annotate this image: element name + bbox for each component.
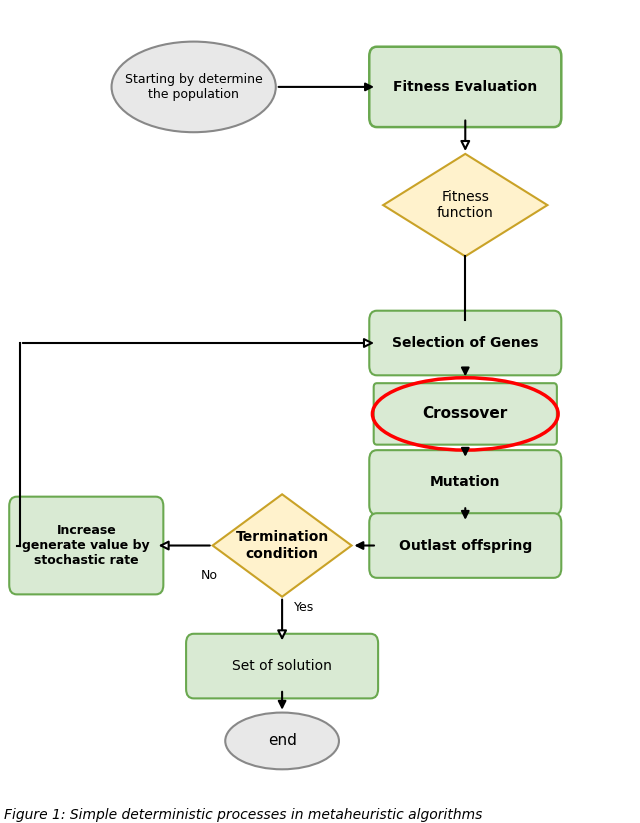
Polygon shape [383,154,547,256]
Text: Fitness
function: Fitness function [437,190,493,221]
Text: Set of solution: Set of solution [232,659,332,673]
Text: Mutation: Mutation [430,476,500,490]
Text: end: end [268,733,296,748]
FancyBboxPatch shape [369,47,561,127]
FancyBboxPatch shape [369,514,561,578]
FancyBboxPatch shape [9,496,163,594]
FancyBboxPatch shape [369,311,561,375]
Text: Termination
condition: Termination condition [236,530,329,560]
Text: Figure 1: Simple deterministic processes in metaheuristic algorithms: Figure 1: Simple deterministic processes… [4,808,483,822]
Text: Starting by determine
the population: Starting by determine the population [125,73,262,101]
Ellipse shape [111,42,276,133]
Text: No: No [201,570,218,582]
Text: Fitness Evaluation: Fitness Evaluation [393,80,538,94]
FancyBboxPatch shape [186,634,378,699]
Text: Yes: Yes [294,601,314,614]
Text: Crossover: Crossover [422,407,508,421]
Text: Outlast offspring: Outlast offspring [399,538,532,552]
Text: Selection of Genes: Selection of Genes [392,336,538,350]
Ellipse shape [225,713,339,770]
Polygon shape [212,495,351,597]
Text: Increase
generate value by
stochastic rate: Increase generate value by stochastic ra… [22,524,150,567]
FancyBboxPatch shape [374,384,557,444]
FancyBboxPatch shape [369,450,561,514]
